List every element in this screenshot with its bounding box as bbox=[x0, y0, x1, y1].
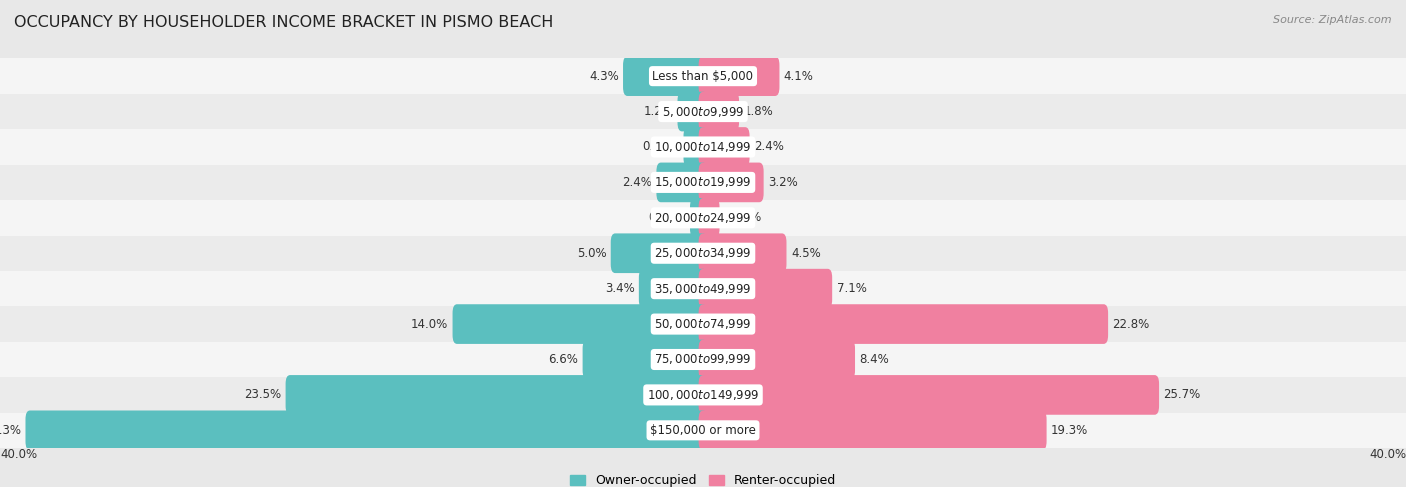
Text: 3.4%: 3.4% bbox=[605, 282, 634, 295]
Bar bbox=[0, 165, 1406, 200]
Text: $15,000 to $19,999: $15,000 to $19,999 bbox=[654, 175, 752, 189]
Text: 40.0%: 40.0% bbox=[1369, 448, 1406, 461]
FancyBboxPatch shape bbox=[699, 92, 740, 131]
Text: 19.3%: 19.3% bbox=[1052, 424, 1088, 437]
Text: $5,000 to $9,999: $5,000 to $9,999 bbox=[662, 105, 744, 118]
Text: 4.3%: 4.3% bbox=[589, 70, 619, 83]
Text: $75,000 to $99,999: $75,000 to $99,999 bbox=[654, 353, 752, 367]
FancyBboxPatch shape bbox=[25, 411, 707, 450]
Text: 22.8%: 22.8% bbox=[1112, 318, 1150, 331]
Bar bbox=[0, 306, 1406, 342]
FancyBboxPatch shape bbox=[683, 127, 707, 167]
FancyBboxPatch shape bbox=[638, 269, 707, 308]
Text: $150,000 or more: $150,000 or more bbox=[650, 424, 756, 437]
Text: OCCUPANCY BY HOUSEHOLDER INCOME BRACKET IN PISMO BEACH: OCCUPANCY BY HOUSEHOLDER INCOME BRACKET … bbox=[14, 15, 554, 30]
FancyBboxPatch shape bbox=[453, 304, 707, 344]
Text: 0.49%: 0.49% bbox=[648, 211, 686, 225]
FancyBboxPatch shape bbox=[699, 304, 1108, 344]
FancyBboxPatch shape bbox=[699, 198, 720, 238]
FancyBboxPatch shape bbox=[657, 163, 707, 202]
Text: $10,000 to $14,999: $10,000 to $14,999 bbox=[654, 140, 752, 154]
Text: $20,000 to $24,999: $20,000 to $24,999 bbox=[654, 211, 752, 225]
Text: 0.69%: 0.69% bbox=[724, 211, 761, 225]
Text: 40.0%: 40.0% bbox=[0, 448, 37, 461]
Text: $35,000 to $49,999: $35,000 to $49,999 bbox=[654, 281, 752, 296]
Bar bbox=[0, 58, 1406, 94]
FancyBboxPatch shape bbox=[699, 163, 763, 202]
FancyBboxPatch shape bbox=[699, 411, 1046, 450]
FancyBboxPatch shape bbox=[699, 233, 786, 273]
FancyBboxPatch shape bbox=[699, 127, 749, 167]
FancyBboxPatch shape bbox=[623, 56, 707, 96]
Text: Less than $5,000: Less than $5,000 bbox=[652, 70, 754, 83]
Text: 38.3%: 38.3% bbox=[0, 424, 21, 437]
Text: 25.7%: 25.7% bbox=[1164, 389, 1201, 401]
FancyBboxPatch shape bbox=[678, 92, 707, 131]
Legend: Owner-occupied, Renter-occupied: Owner-occupied, Renter-occupied bbox=[565, 469, 841, 487]
FancyBboxPatch shape bbox=[582, 339, 707, 379]
Text: 4.5%: 4.5% bbox=[790, 247, 821, 260]
Bar bbox=[0, 236, 1406, 271]
Text: $50,000 to $74,999: $50,000 to $74,999 bbox=[654, 317, 752, 331]
Text: 5.0%: 5.0% bbox=[576, 247, 606, 260]
Text: $25,000 to $34,999: $25,000 to $34,999 bbox=[654, 246, 752, 260]
Bar bbox=[0, 271, 1406, 306]
Text: 1.2%: 1.2% bbox=[644, 105, 673, 118]
Text: 1.8%: 1.8% bbox=[744, 105, 773, 118]
Text: 3.2%: 3.2% bbox=[768, 176, 797, 189]
Text: 0.86%: 0.86% bbox=[643, 140, 679, 153]
FancyBboxPatch shape bbox=[285, 375, 707, 415]
FancyBboxPatch shape bbox=[699, 269, 832, 308]
Bar bbox=[0, 342, 1406, 377]
Bar bbox=[0, 129, 1406, 165]
FancyBboxPatch shape bbox=[690, 198, 707, 238]
Text: Source: ZipAtlas.com: Source: ZipAtlas.com bbox=[1274, 15, 1392, 25]
Text: 14.0%: 14.0% bbox=[411, 318, 449, 331]
Text: $100,000 to $149,999: $100,000 to $149,999 bbox=[647, 388, 759, 402]
FancyBboxPatch shape bbox=[699, 339, 855, 379]
Text: 2.4%: 2.4% bbox=[623, 176, 652, 189]
FancyBboxPatch shape bbox=[610, 233, 707, 273]
Text: 23.5%: 23.5% bbox=[245, 389, 281, 401]
Bar bbox=[0, 377, 1406, 412]
Text: 6.6%: 6.6% bbox=[548, 353, 578, 366]
Text: 4.1%: 4.1% bbox=[785, 70, 814, 83]
Text: 7.1%: 7.1% bbox=[837, 282, 866, 295]
FancyBboxPatch shape bbox=[699, 56, 779, 96]
FancyBboxPatch shape bbox=[699, 375, 1159, 415]
Bar bbox=[0, 94, 1406, 129]
Text: 8.4%: 8.4% bbox=[859, 353, 889, 366]
Bar bbox=[0, 200, 1406, 236]
Text: 2.4%: 2.4% bbox=[754, 140, 783, 153]
Bar bbox=[0, 412, 1406, 448]
